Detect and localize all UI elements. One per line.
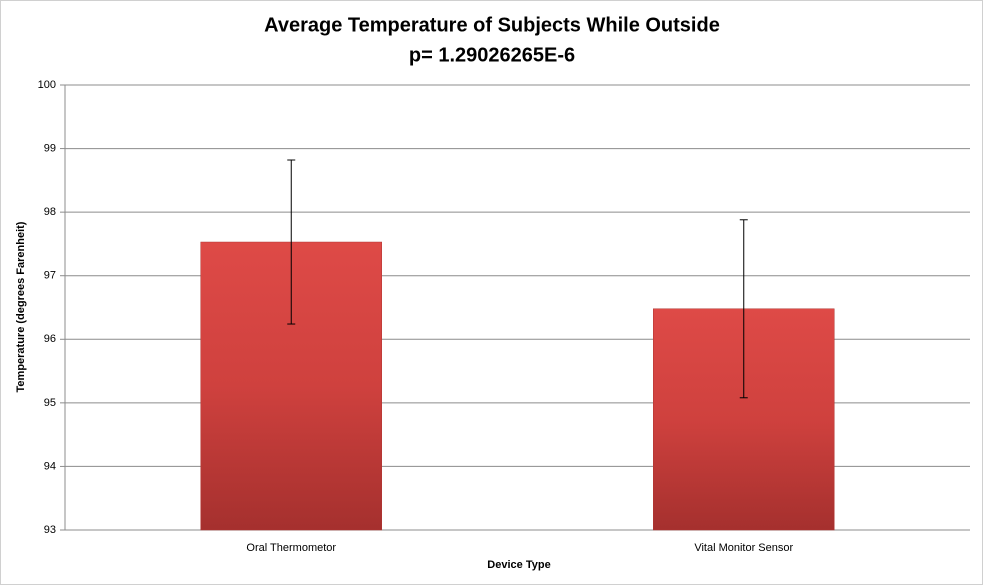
chart-subtitle: p= 1.29026265E-6 (409, 44, 575, 66)
y-tick-label: 98 (44, 206, 56, 218)
y-tick-label: 95 (44, 397, 56, 409)
y-tick-label: 99 (44, 142, 56, 154)
x-tick-label: Vital Monitor Sensor (694, 542, 793, 554)
y-tick-label: 94 (44, 460, 56, 472)
x-axis-title: Device Type (487, 559, 550, 571)
y-tick-label: 97 (44, 270, 56, 282)
y-tick-label: 93 (44, 524, 56, 536)
y-tick-label: 96 (44, 333, 56, 345)
x-tick-label: Oral Thermometor (246, 542, 336, 554)
y-axis-title: Temperature (degrees Farenheit) (15, 221, 27, 392)
chart-title: Average Temperature of Subjects While Ou… (264, 14, 720, 36)
y-tick-label: 100 (38, 79, 56, 91)
